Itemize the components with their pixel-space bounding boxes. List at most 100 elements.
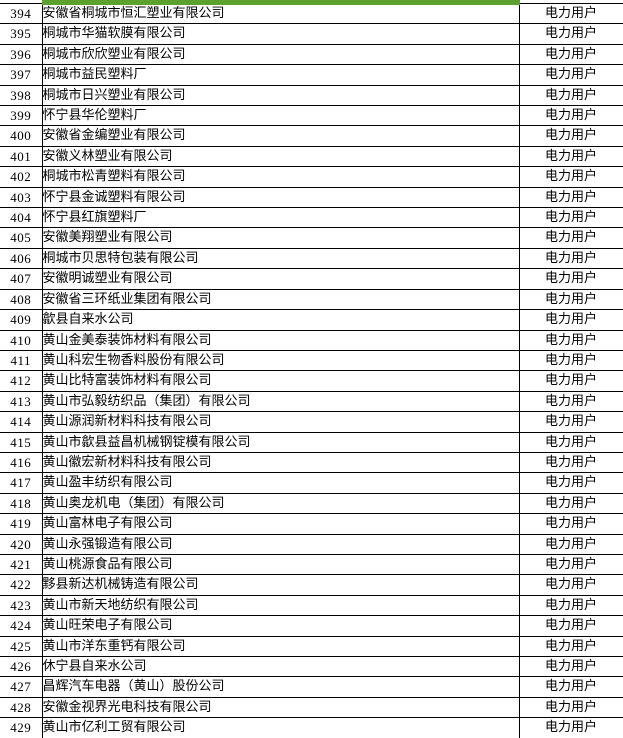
- user-type-cell[interactable]: 电力用户: [519, 105, 623, 127]
- row-index-cell[interactable]: 423: [0, 594, 43, 617]
- row-index-cell[interactable]: 421: [0, 553, 43, 576]
- row-index-cell[interactable]: 403: [0, 186, 43, 209]
- row-index-cell[interactable]: 404: [0, 207, 43, 229]
- user-type-cell[interactable]: 电力用户: [519, 349, 623, 372]
- table-row[interactable]: 426 休宁县自来水公司 电力用户: [0, 655, 623, 678]
- company-name-cell[interactable]: 黄山富林电子有限公司: [42, 513, 520, 535]
- table-row[interactable]: 403 怀宁县金诚塑料有限公司 电力用户: [0, 186, 623, 209]
- company-name-cell[interactable]: 黄山徽宏新材料科技有限公司: [42, 451, 520, 474]
- user-type-cell[interactable]: 电力用户: [519, 2, 623, 25]
- company-name-cell[interactable]: 黄山桃源食品有限公司: [42, 553, 520, 576]
- table-row[interactable]: 427 昌辉汽车电器（黄山）股份公司 电力用户: [0, 676, 623, 698]
- user-type-cell[interactable]: 电力用户: [519, 268, 623, 290]
- user-type-cell[interactable]: 电力用户: [519, 472, 623, 494]
- row-index-cell[interactable]: 395: [0, 23, 43, 45]
- user-type-cell[interactable]: 电力用户: [519, 655, 623, 678]
- company-name-cell[interactable]: 桐城市贝思特包装有限公司: [42, 247, 520, 270]
- table-row[interactable]: 398 桐城市日兴塑业有限公司 电力用户: [0, 84, 623, 107]
- table-row[interactable]: 407 安徽明诚塑业有限公司 电力用户: [0, 268, 623, 290]
- user-type-cell[interactable]: 电力用户: [519, 84, 623, 107]
- row-index-cell[interactable]: 412: [0, 370, 43, 392]
- table-row[interactable]: 421 黄山桃源食品有限公司 电力用户: [0, 553, 623, 576]
- company-name-cell[interactable]: 黄山永强锻造有限公司: [42, 533, 520, 555]
- company-name-cell[interactable]: 黄山市洋东重钙有限公司: [42, 635, 520, 658]
- table-row[interactable]: 409 歙县自来水公司 电力用户: [0, 309, 623, 331]
- row-index-cell[interactable]: 400: [0, 125, 43, 147]
- company-name-cell[interactable]: 怀宁县金诚塑料有限公司: [42, 186, 520, 209]
- row-index-cell[interactable]: 416: [0, 451, 43, 474]
- row-index-cell[interactable]: 426: [0, 655, 43, 678]
- row-index-cell[interactable]: 408: [0, 288, 43, 311]
- user-type-cell[interactable]: 电力用户: [519, 43, 623, 66]
- user-type-cell[interactable]: 电力用户: [519, 431, 623, 453]
- table-row[interactable]: 420 黄山永强锻造有限公司 电力用户: [0, 533, 623, 555]
- row-index-cell[interactable]: 429: [0, 717, 43, 738]
- company-name-cell[interactable]: 安徽省金编塑业有限公司: [42, 125, 520, 147]
- table-row[interactable]: 417 黄山盈丰纺织有限公司 电力用户: [0, 472, 623, 494]
- company-name-cell[interactable]: 黄山盈丰纺织有限公司: [42, 472, 520, 494]
- user-type-cell[interactable]: 电力用户: [519, 451, 623, 474]
- row-index-cell[interactable]: 417: [0, 472, 43, 494]
- company-name-cell[interactable]: 桐城市益民塑料厂: [42, 64, 520, 86]
- user-type-cell[interactable]: 电力用户: [519, 186, 623, 209]
- user-type-cell[interactable]: 电力用户: [519, 125, 623, 147]
- table-row[interactable]: 423 黄山市新天地纺织有限公司 电力用户: [0, 594, 623, 617]
- company-name-cell[interactable]: 安徽省三环纸业集团有限公司: [42, 288, 520, 311]
- user-type-cell[interactable]: 电力用户: [519, 492, 623, 515]
- table-row[interactable]: 414 黄山源润新材料科技有限公司 电力用户: [0, 411, 623, 433]
- row-index-cell[interactable]: 399: [0, 105, 43, 127]
- row-index-cell[interactable]: 424: [0, 615, 43, 637]
- company-name-cell[interactable]: 黄山市歙县益昌机械钢锭模有限公司: [42, 431, 520, 453]
- row-index-cell[interactable]: 420: [0, 533, 43, 555]
- table-row[interactable]: 429 黄山市亿利工贸有限公司 电力用户: [0, 717, 623, 738]
- table-row[interactable]: 406 桐城市贝思特包装有限公司 电力用户: [0, 247, 623, 270]
- company-name-cell[interactable]: 桐城市华猫软膜有限公司: [42, 23, 520, 45]
- user-type-cell[interactable]: 电力用户: [519, 309, 623, 331]
- table-row[interactable]: 412 黄山比特富装饰材料有限公司 电力用户: [0, 370, 623, 392]
- table-row[interactable]: 396 桐城市欣欣塑业有限公司 电力用户: [0, 43, 623, 66]
- user-type-cell[interactable]: 电力用户: [519, 370, 623, 392]
- user-type-cell[interactable]: 电力用户: [519, 533, 623, 555]
- table-row[interactable]: 399 怀宁县华伦塑料厂 电力用户: [0, 105, 623, 127]
- row-index-cell[interactable]: 394: [0, 2, 43, 25]
- row-index-cell[interactable]: 398: [0, 84, 43, 107]
- row-index-cell[interactable]: 422: [0, 574, 43, 596]
- company-name-cell[interactable]: 歙县自来水公司: [42, 309, 520, 331]
- user-type-cell[interactable]: 电力用户: [519, 23, 623, 45]
- row-index-cell[interactable]: 401: [0, 145, 43, 168]
- company-name-cell[interactable]: 黄山源润新材料科技有限公司: [42, 411, 520, 433]
- row-index-cell[interactable]: 409: [0, 309, 43, 331]
- row-index-cell[interactable]: 402: [0, 166, 43, 188]
- row-index-cell[interactable]: 414: [0, 411, 43, 433]
- table-row[interactable]: 397 桐城市益民塑料厂 电力用户: [0, 64, 623, 86]
- user-type-cell[interactable]: 电力用户: [519, 329, 623, 351]
- table-row[interactable]: 413 黄山市弘毅纺织品（集团）有限公司 电力用户: [0, 390, 623, 413]
- company-name-cell[interactable]: 黄山科宏生物香料股份有限公司: [42, 349, 520, 372]
- user-type-cell[interactable]: 电力用户: [519, 390, 623, 413]
- row-index-cell[interactable]: 396: [0, 43, 43, 66]
- user-type-cell[interactable]: 电力用户: [519, 635, 623, 658]
- table-row[interactable]: 416 黄山徽宏新材料科技有限公司 电力用户: [0, 451, 623, 474]
- company-name-cell[interactable]: 黄山奥龙机电（集团）有限公司: [42, 492, 520, 515]
- user-type-cell[interactable]: 电力用户: [519, 247, 623, 270]
- row-index-cell[interactable]: 413: [0, 390, 43, 413]
- table-row[interactable]: 428 安徽金视界光电科技有限公司 电力用户: [0, 696, 623, 719]
- company-name-cell[interactable]: 黄山旺荣电子有限公司: [42, 615, 520, 637]
- table-row[interactable]: 418 黄山奥龙机电（集团）有限公司 电力用户: [0, 492, 623, 515]
- user-type-cell[interactable]: 电力用户: [519, 227, 623, 249]
- row-index-cell[interactable]: 405: [0, 227, 43, 249]
- table-row[interactable]: 404 怀宁县红旗塑料厂 电力用户: [0, 207, 623, 229]
- row-index-cell[interactable]: 406: [0, 247, 43, 270]
- company-name-cell[interactable]: 黄山比特富装饰材料有限公司: [42, 370, 520, 392]
- table-row[interactable]: 408 安徽省三环纸业集团有限公司 电力用户: [0, 288, 623, 311]
- table-row[interactable]: 401 安徽义林塑业有限公司 电力用户: [0, 145, 623, 168]
- table-row[interactable]: 402 桐城市松青塑料有限公司 电力用户: [0, 166, 623, 188]
- company-name-cell[interactable]: 桐城市欣欣塑业有限公司: [42, 43, 520, 66]
- row-index-cell[interactable]: 427: [0, 676, 43, 698]
- company-name-cell[interactable]: 黟县新达机械铸造有限公司: [42, 574, 520, 596]
- table-row[interactable]: 415 黄山市歙县益昌机械钢锭模有限公司 电力用户: [0, 431, 623, 453]
- user-type-cell[interactable]: 电力用户: [519, 145, 623, 168]
- company-name-cell[interactable]: 休宁县自来水公司: [42, 655, 520, 678]
- company-name-cell[interactable]: 安徽金视界光电科技有限公司: [42, 696, 520, 719]
- row-index-cell[interactable]: 410: [0, 329, 43, 351]
